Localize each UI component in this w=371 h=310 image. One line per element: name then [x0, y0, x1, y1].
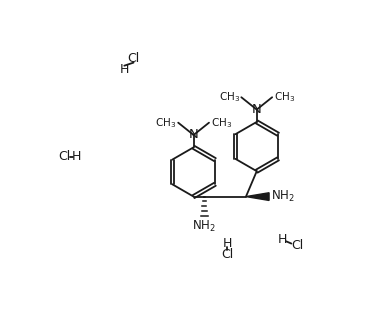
Polygon shape [246, 193, 269, 201]
Text: NH$_2$: NH$_2$ [271, 189, 295, 204]
Text: CH$_3$: CH$_3$ [211, 116, 232, 130]
Text: H: H [278, 233, 287, 246]
Text: NH$_2$: NH$_2$ [193, 219, 216, 234]
Text: H: H [223, 237, 232, 250]
Text: Cl: Cl [221, 248, 234, 261]
Text: CH$_3$: CH$_3$ [155, 116, 177, 130]
Text: CH$_3$: CH$_3$ [219, 90, 240, 104]
Text: CH$_3$: CH$_3$ [274, 90, 295, 104]
Text: N: N [189, 128, 198, 141]
Text: Cl: Cl [58, 150, 70, 163]
Text: H: H [119, 63, 129, 76]
Text: H: H [72, 150, 81, 163]
Text: Cl: Cl [292, 239, 304, 252]
Text: Cl: Cl [127, 52, 139, 65]
Text: N: N [252, 103, 262, 116]
